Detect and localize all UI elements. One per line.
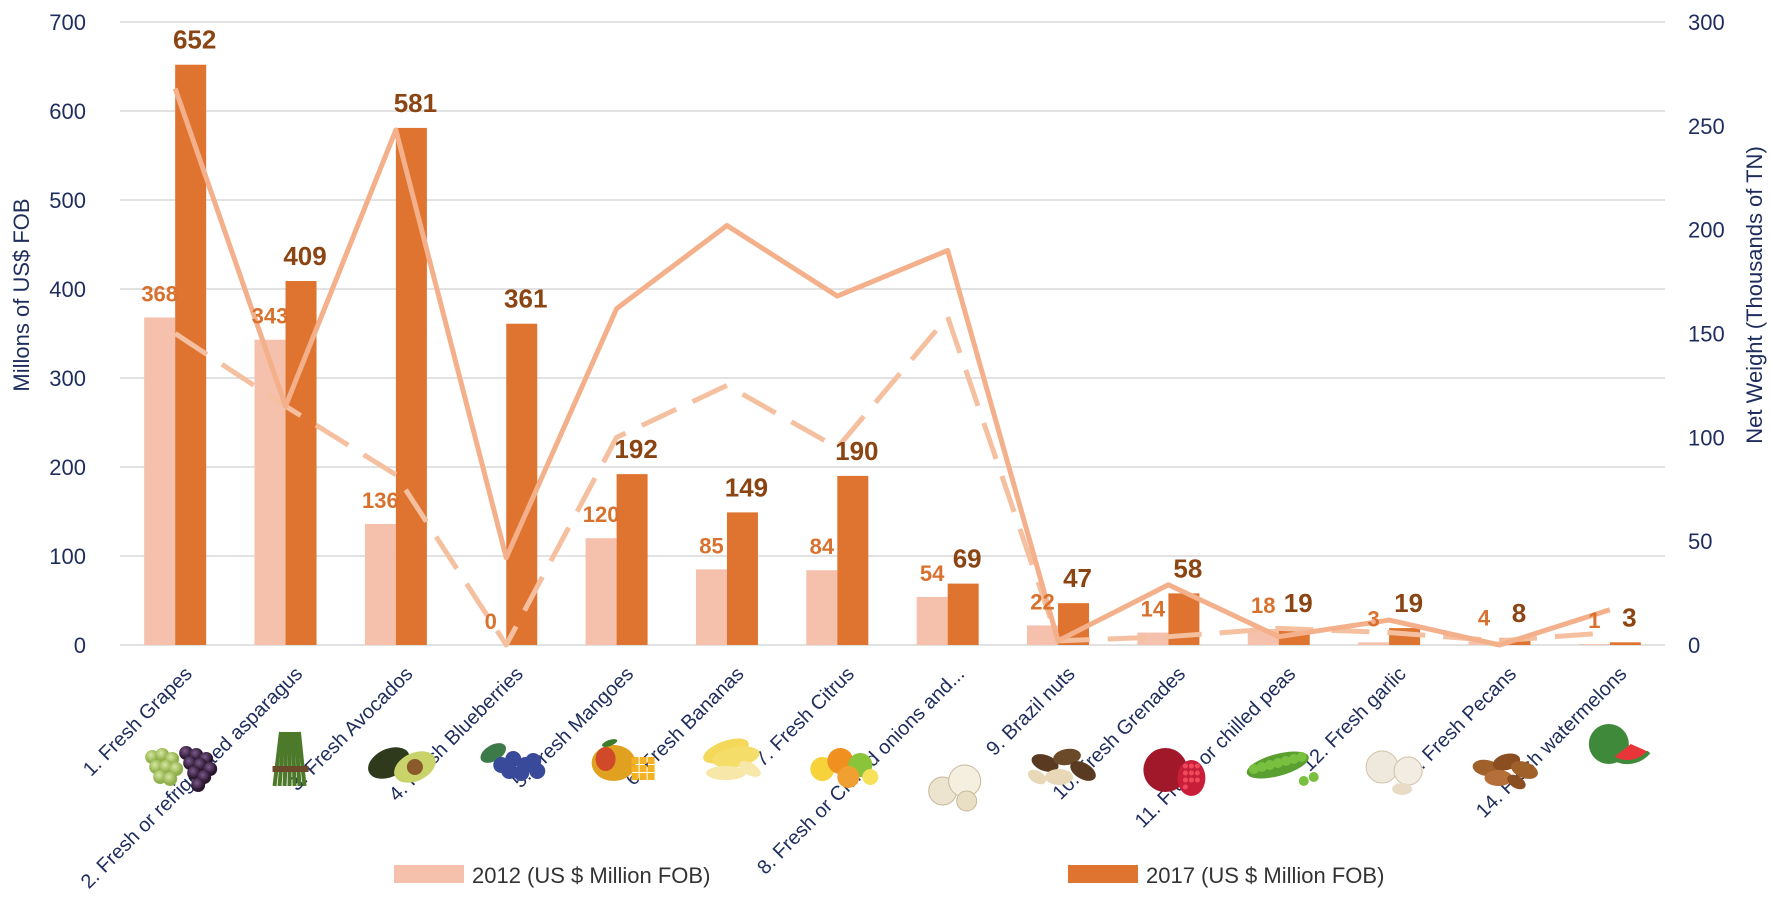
label-2017: 192 bbox=[614, 434, 657, 464]
y-tick-label: 100 bbox=[49, 544, 86, 569]
label-2012: 84 bbox=[810, 534, 835, 559]
avocado-icon bbox=[368, 747, 436, 783]
gridlines bbox=[120, 21, 1665, 646]
bar-2012 bbox=[1578, 644, 1610, 645]
label-2012: 136 bbox=[362, 488, 399, 513]
value-labels: 3686523434091365810361120192851498419054… bbox=[141, 25, 1636, 634]
y2-tick-label: 50 bbox=[1688, 529, 1712, 554]
label-2017: 3 bbox=[1622, 602, 1636, 632]
label-2012: 22 bbox=[1030, 589, 1054, 614]
label-2017: 409 bbox=[283, 241, 326, 271]
label-2012: 4 bbox=[1478, 605, 1491, 630]
brazil-nuts-icon bbox=[1027, 748, 1096, 785]
grapes-icon bbox=[145, 746, 218, 792]
bananas-icon bbox=[703, 738, 761, 780]
label-2012: 0 bbox=[485, 609, 497, 634]
y-tick-label: 600 bbox=[49, 99, 86, 124]
onions-icon bbox=[928, 764, 982, 812]
label-2012: 14 bbox=[1141, 597, 1166, 622]
y-axis-title: Millons of US$ FOB bbox=[9, 198, 34, 391]
line-series-dashed bbox=[173, 314, 1611, 648]
bars-group bbox=[144, 64, 1641, 646]
bar-2017 bbox=[947, 583, 979, 645]
peas-icon bbox=[1246, 751, 1319, 786]
label-2017: 361 bbox=[504, 284, 547, 314]
y2-tick-label: 250 bbox=[1688, 114, 1725, 139]
legend-swatch-2012 bbox=[394, 865, 464, 883]
y2-tick-label: 150 bbox=[1688, 322, 1725, 347]
watermelon-icon bbox=[1588, 724, 1651, 765]
label-2017: 47 bbox=[1063, 563, 1092, 593]
label-2017: 581 bbox=[394, 88, 437, 118]
y-tick-label: 500 bbox=[49, 188, 86, 213]
bar-2017 bbox=[395, 127, 427, 645]
bar-2012 bbox=[695, 569, 727, 645]
y-tick-label: 200 bbox=[49, 455, 86, 480]
bar-2012 bbox=[144, 317, 176, 645]
bar-2012 bbox=[1358, 642, 1390, 645]
y2-axis-title: Net Weight (Thousands of TN) bbox=[1742, 146, 1767, 444]
label-2012: 1 bbox=[1588, 608, 1600, 633]
label-2012: 120 bbox=[583, 502, 620, 527]
axis-ticks: 0 100 200 300 400 500 600 700 0 50 100 150 200 250 300 bbox=[49, 10, 1724, 658]
legend: 2012 (US $ Million FOB) 2017 (US $ Milli… bbox=[394, 863, 1384, 888]
blueberries-icon bbox=[480, 743, 546, 781]
label-2017: 8 bbox=[1512, 598, 1526, 628]
pomegranate-icon bbox=[1143, 748, 1206, 796]
label-2012: 18 bbox=[1251, 593, 1275, 618]
label-2017: 19 bbox=[1284, 588, 1313, 618]
y-tick-label: 700 bbox=[49, 10, 86, 35]
label-2012: 368 bbox=[141, 281, 178, 306]
label-2017: 149 bbox=[725, 472, 768, 502]
label-2012: 85 bbox=[699, 533, 723, 558]
y2-tick-label: 100 bbox=[1688, 425, 1725, 450]
label-2012: 343 bbox=[252, 304, 289, 329]
y-tick-label: 300 bbox=[49, 366, 86, 391]
legend-label-2017: 2017 (US $ Million FOB) bbox=[1146, 863, 1384, 888]
line-series-solid bbox=[172, 87, 1611, 648]
y2-tick-label: 200 bbox=[1688, 218, 1725, 243]
citrus-icon bbox=[810, 748, 879, 788]
label-2017: 69 bbox=[953, 544, 982, 574]
legend-label-2012: 2012 (US $ Million FOB) bbox=[472, 863, 710, 888]
bar-2017 bbox=[1609, 642, 1641, 645]
label-2017: 190 bbox=[835, 436, 878, 466]
pecans-icon bbox=[1472, 753, 1538, 790]
garlic-icon bbox=[1365, 750, 1423, 795]
bar-2017 bbox=[837, 475, 869, 645]
bar-2012 bbox=[1027, 625, 1059, 645]
bar-2012 bbox=[585, 538, 617, 645]
label-2017: 58 bbox=[1173, 553, 1202, 583]
y2-tick-label: 300 bbox=[1688, 10, 1725, 35]
y-tick-label: 400 bbox=[49, 277, 86, 302]
category-label: 9. Brazil nuts bbox=[982, 663, 1079, 760]
y-tick-label: 0 bbox=[74, 633, 86, 658]
label-2012: 3 bbox=[1367, 606, 1379, 631]
bar-2017 bbox=[726, 512, 758, 645]
y2-tick-label: 0 bbox=[1688, 633, 1700, 658]
bar-2017 bbox=[175, 64, 207, 646]
category-icons bbox=[145, 724, 1651, 812]
label-2012: 54 bbox=[920, 561, 945, 586]
bar-2012 bbox=[364, 523, 396, 645]
legend-swatch-2017 bbox=[1068, 865, 1138, 883]
label-2017: 652 bbox=[173, 25, 216, 55]
lines-group bbox=[172, 87, 1611, 648]
bar-2012 bbox=[916, 596, 948, 645]
bar-2017 bbox=[616, 474, 648, 645]
bar-2012 bbox=[806, 570, 838, 645]
mango-icon bbox=[591, 739, 655, 781]
asparagus-icon bbox=[272, 731, 309, 787]
label-2017: 19 bbox=[1394, 588, 1423, 618]
